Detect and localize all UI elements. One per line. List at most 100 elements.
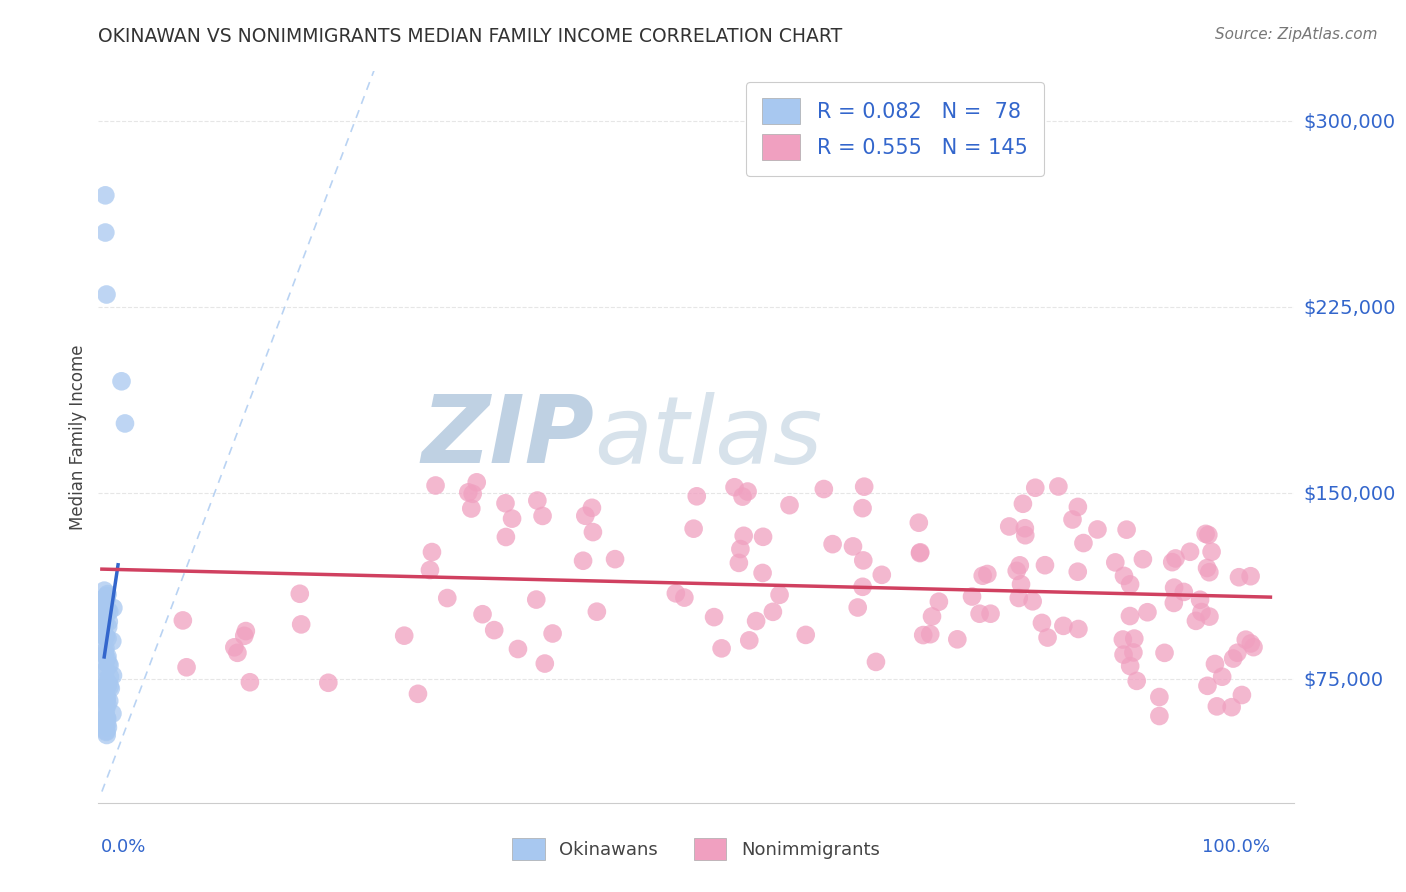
Point [673,591,696,605]
Y-axis label: Median Family Income: Median Family Income [69,344,87,530]
Point [728,556,751,570]
Point [93,594,115,608]
Point [94,716,117,731]
Point [224,640,246,655]
Point [110,374,132,388]
Point [93,617,115,632]
Point [226,646,249,660]
Point [980,607,1002,621]
Point [574,508,596,523]
Point [1164,551,1187,566]
Point [865,655,887,669]
Point [94,615,117,629]
Point [114,417,136,431]
Text: ZIP: ZIP [422,391,595,483]
Point [460,501,482,516]
Point [1112,632,1135,647]
Point [1195,561,1218,575]
Point [436,591,458,605]
Point [1008,591,1031,605]
Point [94,680,117,694]
Point [235,624,257,638]
Point [93,683,115,698]
Point [96,710,118,724]
Point [94,226,117,240]
Point [533,657,555,671]
Point [745,614,768,628]
Point [96,651,118,665]
Point [96,711,118,725]
Point [96,723,118,738]
Point [531,508,554,523]
Point [969,607,991,621]
Point [1198,609,1220,624]
Point [96,602,118,616]
Point [1153,646,1175,660]
Point [582,525,605,540]
Point [852,580,875,594]
Point [794,628,817,642]
Point [96,649,118,664]
Point [1222,651,1244,665]
Text: 100.0%: 100.0% [1202,838,1271,855]
Point [96,287,118,301]
Point [1239,569,1261,583]
Point [910,545,932,559]
Point [1149,690,1171,704]
Point [94,655,117,669]
Point [94,662,117,676]
Point [94,590,117,604]
Point [406,687,429,701]
Point [98,694,121,708]
Point [96,728,118,742]
Point [93,680,115,694]
Point [737,484,759,499]
Point [846,600,869,615]
Point [98,658,121,673]
Point [392,629,415,643]
Point [97,721,120,735]
Point [94,603,117,617]
Point [842,540,865,554]
Point [290,617,312,632]
Point [457,485,479,500]
Point [93,608,115,623]
Point [1104,555,1126,569]
Point [1047,479,1070,493]
Point [572,554,595,568]
Point [94,630,117,644]
Point [96,693,118,707]
Point [495,496,517,510]
Point [96,690,118,704]
Point [419,563,441,577]
Point [731,490,754,504]
Point [821,537,844,551]
Point [972,568,994,582]
Point [96,603,118,617]
Point [1234,632,1257,647]
Point [318,675,340,690]
Point [101,668,124,682]
Point [93,712,115,726]
Point [1052,619,1074,633]
Point [1112,648,1135,662]
Point [1067,500,1090,514]
Point [94,608,117,623]
Point [176,660,198,674]
Point [1185,614,1208,628]
Point [96,601,118,615]
Point [96,587,118,601]
Point [1197,679,1219,693]
Point [907,516,929,530]
Point [465,475,488,490]
Point [752,530,775,544]
Point [1122,645,1144,659]
Point [1008,558,1031,573]
Point [852,553,875,567]
Point [98,670,121,684]
Point [1211,670,1233,684]
Point [912,628,935,642]
Point [682,522,704,536]
Point [1161,555,1184,569]
Point [98,605,121,619]
